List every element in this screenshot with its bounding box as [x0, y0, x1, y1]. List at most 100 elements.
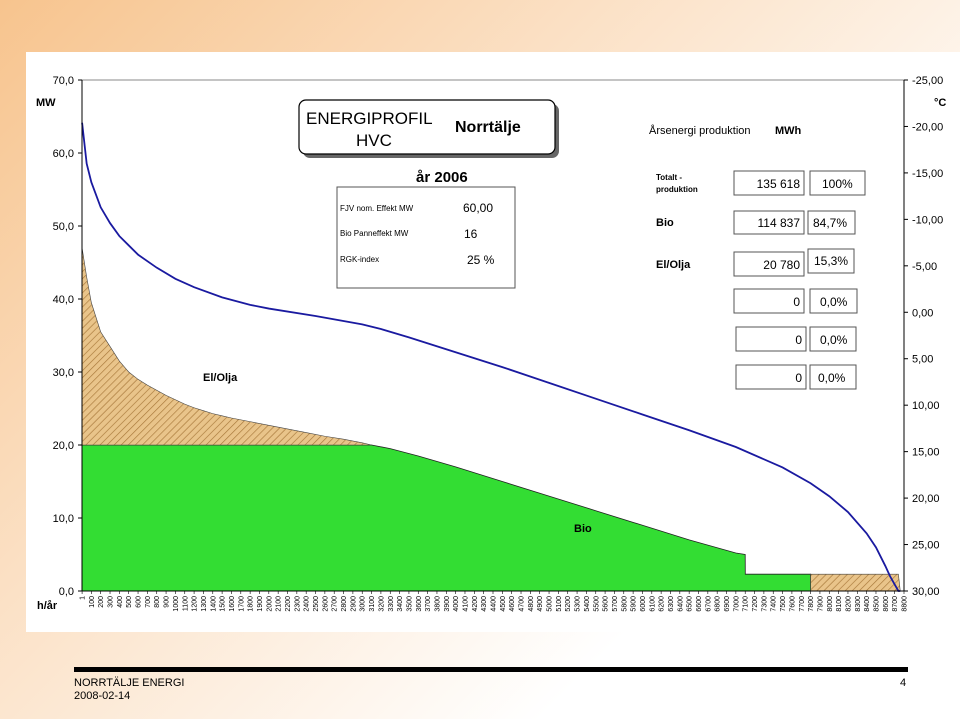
param-value-fjv: 60,00 — [463, 201, 493, 215]
x-tick-label: 5700 — [612, 596, 619, 612]
x-tick-label: 200 — [98, 596, 105, 608]
x-tick-label: 4500 — [500, 596, 507, 612]
prod-pct-cell — [809, 288, 858, 314]
prod-pct-value: 0,0% — [820, 333, 848, 347]
prod-pct-cell — [807, 210, 856, 235]
x-tick-label: 2400 — [304, 596, 311, 612]
x-tick-label: 3800 — [434, 596, 441, 612]
footer-org: NORRTÄLJE ENERGI — [74, 677, 185, 689]
x-tick-label: 8200 — [845, 596, 852, 612]
x-tick-label: 2000 — [266, 596, 273, 612]
x-tick-label: 7800 — [808, 596, 815, 612]
x-tick-label: 2600 — [322, 596, 329, 612]
prod-pct-cell — [809, 364, 857, 390]
x-tick-label: 6800 — [715, 596, 722, 612]
x-axis-unit: h/år — [37, 600, 58, 612]
x-tick-label: 2200 — [285, 596, 292, 612]
x-tick-label: 4100 — [462, 596, 469, 612]
x-tick-label: 3900 — [444, 596, 451, 612]
x-tick-label: 1600 — [229, 596, 236, 612]
x-tick-label: 8800 — [902, 596, 909, 612]
x-tick-label: 3500 — [406, 596, 413, 612]
x-tick-label: 8500 — [873, 596, 880, 612]
right-tick-label: 5,00 — [912, 354, 933, 366]
left-axis-unit: MW — [36, 97, 56, 109]
x-tick-label: 7300 — [761, 596, 768, 612]
prod-row-label-bio: Bio — [656, 217, 674, 229]
x-tick-label: 5500 — [593, 596, 600, 612]
prod-row-label-totalt-1: Totalt - — [656, 173, 682, 182]
x-tick-label: 1800 — [248, 596, 255, 612]
prod-mwh-cell — [733, 210, 805, 235]
right-tick-label: 25,00 — [912, 540, 940, 552]
x-tick-label: 2800 — [341, 596, 348, 612]
x-tick-label: 3700 — [425, 596, 432, 612]
right-tick-label: 20,00 — [912, 493, 940, 505]
prod-mwh-value: 0 — [793, 295, 800, 309]
x-tick-label: 5800 — [621, 596, 628, 612]
x-tick-label: 2300 — [294, 596, 301, 612]
x-tick-label: 500 — [126, 596, 133, 608]
x-tick-label: 1 — [80, 596, 87, 600]
x-tick-label: 4900 — [537, 596, 544, 612]
x-tick-label: 7400 — [771, 596, 778, 612]
footer-page-number: 4 — [900, 677, 907, 689]
energiprofil-title: ENERGIPROFIL — [306, 109, 433, 128]
x-tick-label: 7000 — [733, 596, 740, 612]
prod-pct-value: 0,0% — [818, 371, 846, 385]
x-tick-label: 7700 — [799, 596, 806, 612]
production-unit: MWh — [775, 125, 802, 137]
x-tick-label: 1900 — [257, 596, 264, 612]
left-tick-label: 50,0 — [53, 221, 74, 233]
x-tick-label: 7900 — [817, 596, 824, 612]
x-tick-label: 4400 — [491, 596, 498, 612]
series-el-olja-area — [81, 247, 372, 446]
prod-pct-cell — [809, 170, 866, 196]
x-tick-label: 1700 — [238, 596, 245, 612]
right-tick-label: 0,00 — [912, 307, 933, 319]
x-tick-label: 8300 — [855, 596, 862, 612]
el-olja-annotation: El/Olja — [203, 372, 238, 384]
x-tick-label: 4300 — [481, 596, 488, 612]
energiprofil-place: Norrtälje — [455, 119, 521, 136]
left-tick-label: 40,0 — [53, 294, 74, 306]
x-tick-label: 4600 — [509, 596, 516, 612]
prod-mwh-value: 0 — [795, 371, 802, 385]
x-tick-label: 6200 — [659, 596, 666, 612]
x-tick-label: 600 — [136, 596, 143, 608]
prod-pct-value: 84,7% — [813, 216, 847, 230]
prod-mwh-cell — [735, 364, 807, 390]
year-label: år 2006 — [416, 169, 468, 186]
x-tick-label: 700 — [145, 596, 152, 608]
x-tick-label: 1100 — [182, 596, 189, 611]
left-tick-label: 20,0 — [53, 440, 74, 452]
x-tick-label: 5300 — [575, 596, 582, 612]
x-tick-label: 6500 — [687, 596, 694, 612]
x-tick-label: 2700 — [332, 596, 339, 612]
x-tick-label: 6100 — [649, 596, 656, 612]
left-tick-label: 0,0 — [59, 586, 74, 598]
right-axis-unit: °C — [934, 97, 946, 109]
x-tick-label: 5600 — [603, 596, 610, 612]
series-temperature-line — [81, 122, 901, 592]
x-tick-label: 6900 — [724, 596, 731, 612]
x-tick-label: 4200 — [472, 596, 479, 612]
production-title: Årsenergi produktion — [649, 124, 751, 137]
param-label-fjv: FJV nom. Effekt MW — [340, 204, 414, 213]
param-value-bio: 16 — [464, 227, 478, 241]
series-bio-area — [81, 444, 901, 592]
right-tick-label: 30,00 — [912, 586, 940, 598]
right-tick-label: 15,00 — [912, 447, 940, 459]
x-tick-label: 300 — [108, 596, 115, 608]
x-tick-label: 7100 — [743, 596, 750, 612]
x-tick-label: 2900 — [350, 596, 357, 612]
x-tick-label: 7600 — [789, 596, 796, 612]
x-tick-label: 2500 — [313, 596, 320, 612]
x-tick-label: 8700 — [892, 596, 899, 612]
x-tick-label: 1000 — [173, 596, 180, 612]
prod-mwh-cell — [733, 288, 805, 314]
energiprofil-subtitle: HVC — [356, 131, 392, 150]
x-tick-label: 4700 — [519, 596, 526, 612]
x-tick-label: 4800 — [528, 596, 535, 612]
